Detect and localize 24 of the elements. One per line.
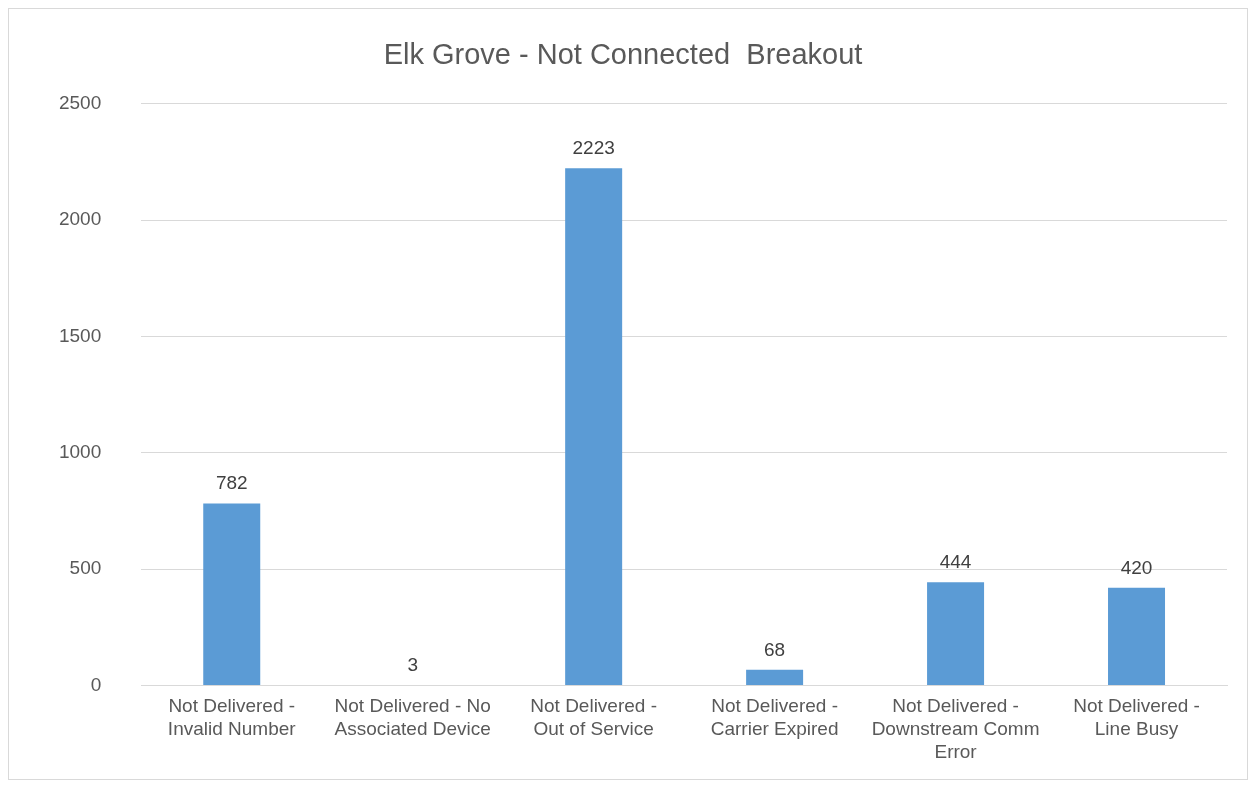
x-tick-label: Not Delivered - Downstream Comm Error — [871, 695, 1040, 762]
y-tick-label: 1000 — [58, 441, 102, 463]
bar — [746, 669, 804, 686]
x-tick-label: Not Delivered - Invalid Number — [167, 695, 297, 740]
data-label: 782 — [215, 472, 248, 494]
x-tick-label: Not Delivered - No Associated Device — [334, 695, 491, 740]
bar — [1108, 587, 1166, 686]
y-tick-label: 2500 — [58, 92, 102, 114]
chart-title: Elk Grove - Not Connected Breakout — [383, 38, 863, 71]
bar — [927, 582, 985, 686]
x-tick-label: Not Delivered - Line Busy — [1073, 695, 1200, 740]
y-tick-label: 1500 — [58, 324, 102, 346]
y-tick-label: 2000 — [58, 208, 102, 230]
data-label: 444 — [939, 551, 972, 573]
data-label: 68 — [764, 638, 786, 660]
x-tick-label: Not Delivered - Out of Service — [530, 695, 658, 740]
data-label: 2223 — [572, 137, 615, 158]
x-tick-label: Not Delivered - Carrier Expired — [710, 695, 839, 740]
y-tick-label: 500 — [69, 557, 102, 579]
data-label: 3 — [407, 653, 418, 675]
bar — [565, 168, 623, 686]
data-label: 420 — [1120, 556, 1153, 578]
y-tick-label: 0 — [90, 673, 102, 695]
bar — [203, 503, 261, 686]
